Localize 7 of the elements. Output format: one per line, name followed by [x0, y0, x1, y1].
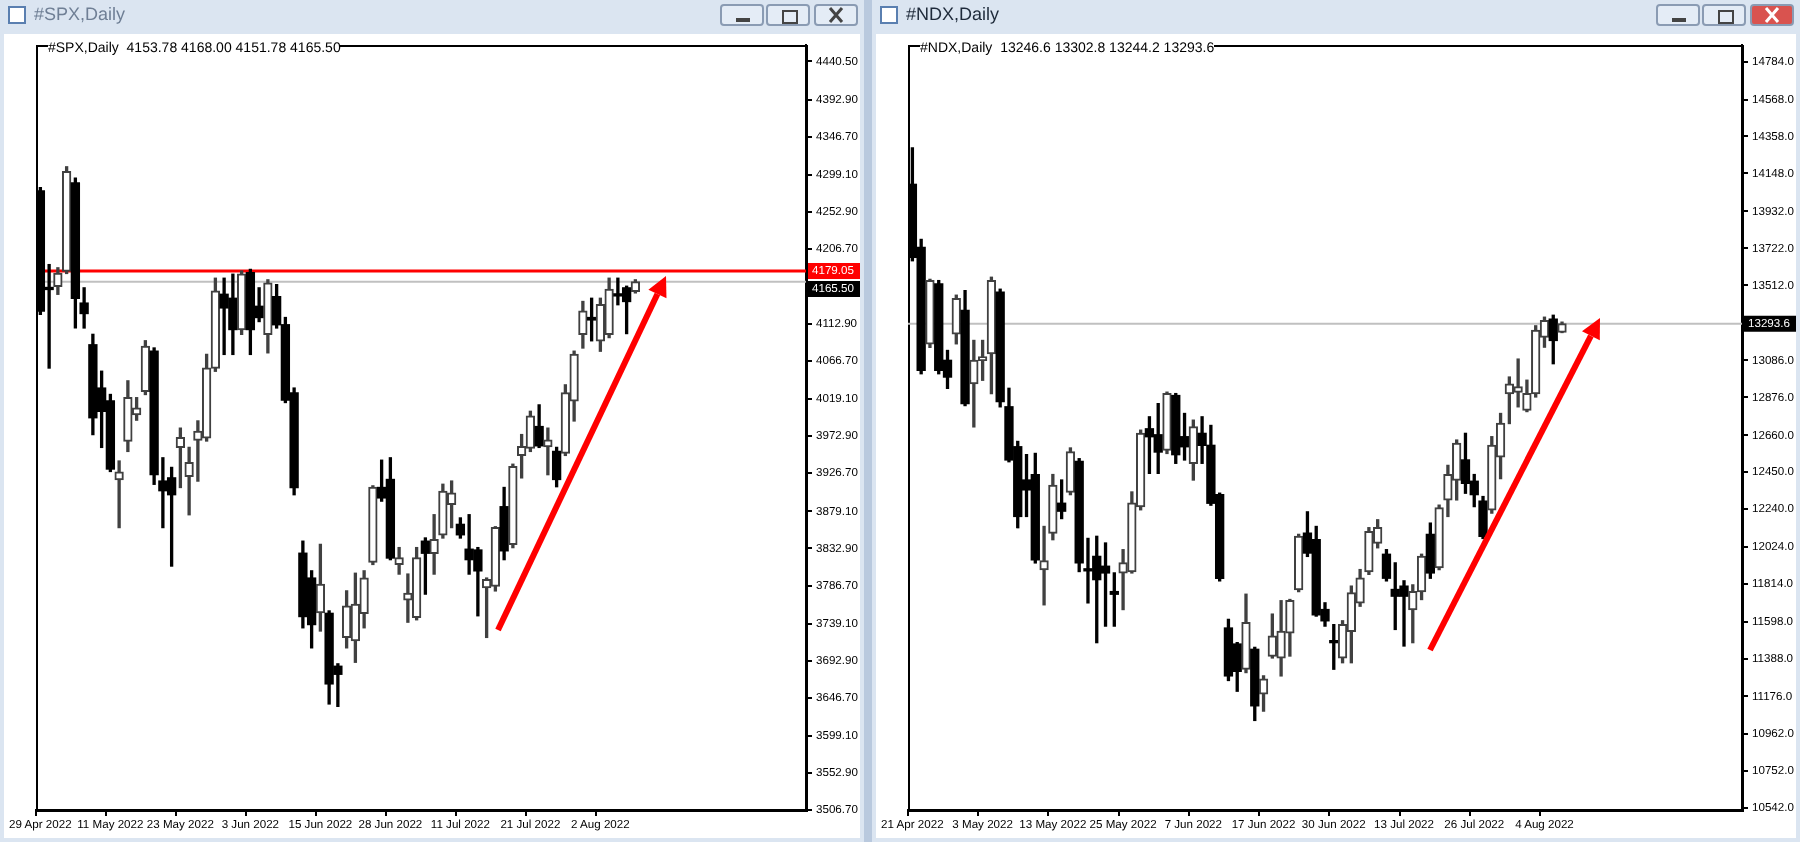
candlestick	[613, 277, 623, 306]
candlestick	[114, 460, 124, 529]
candlestick	[1513, 358, 1523, 408]
chart-title: #SPX,Daily	[34, 4, 126, 24]
chart-title: #NDX,Daily	[906, 4, 1000, 24]
candlestick	[543, 427, 553, 476]
candlestick	[219, 277, 229, 356]
